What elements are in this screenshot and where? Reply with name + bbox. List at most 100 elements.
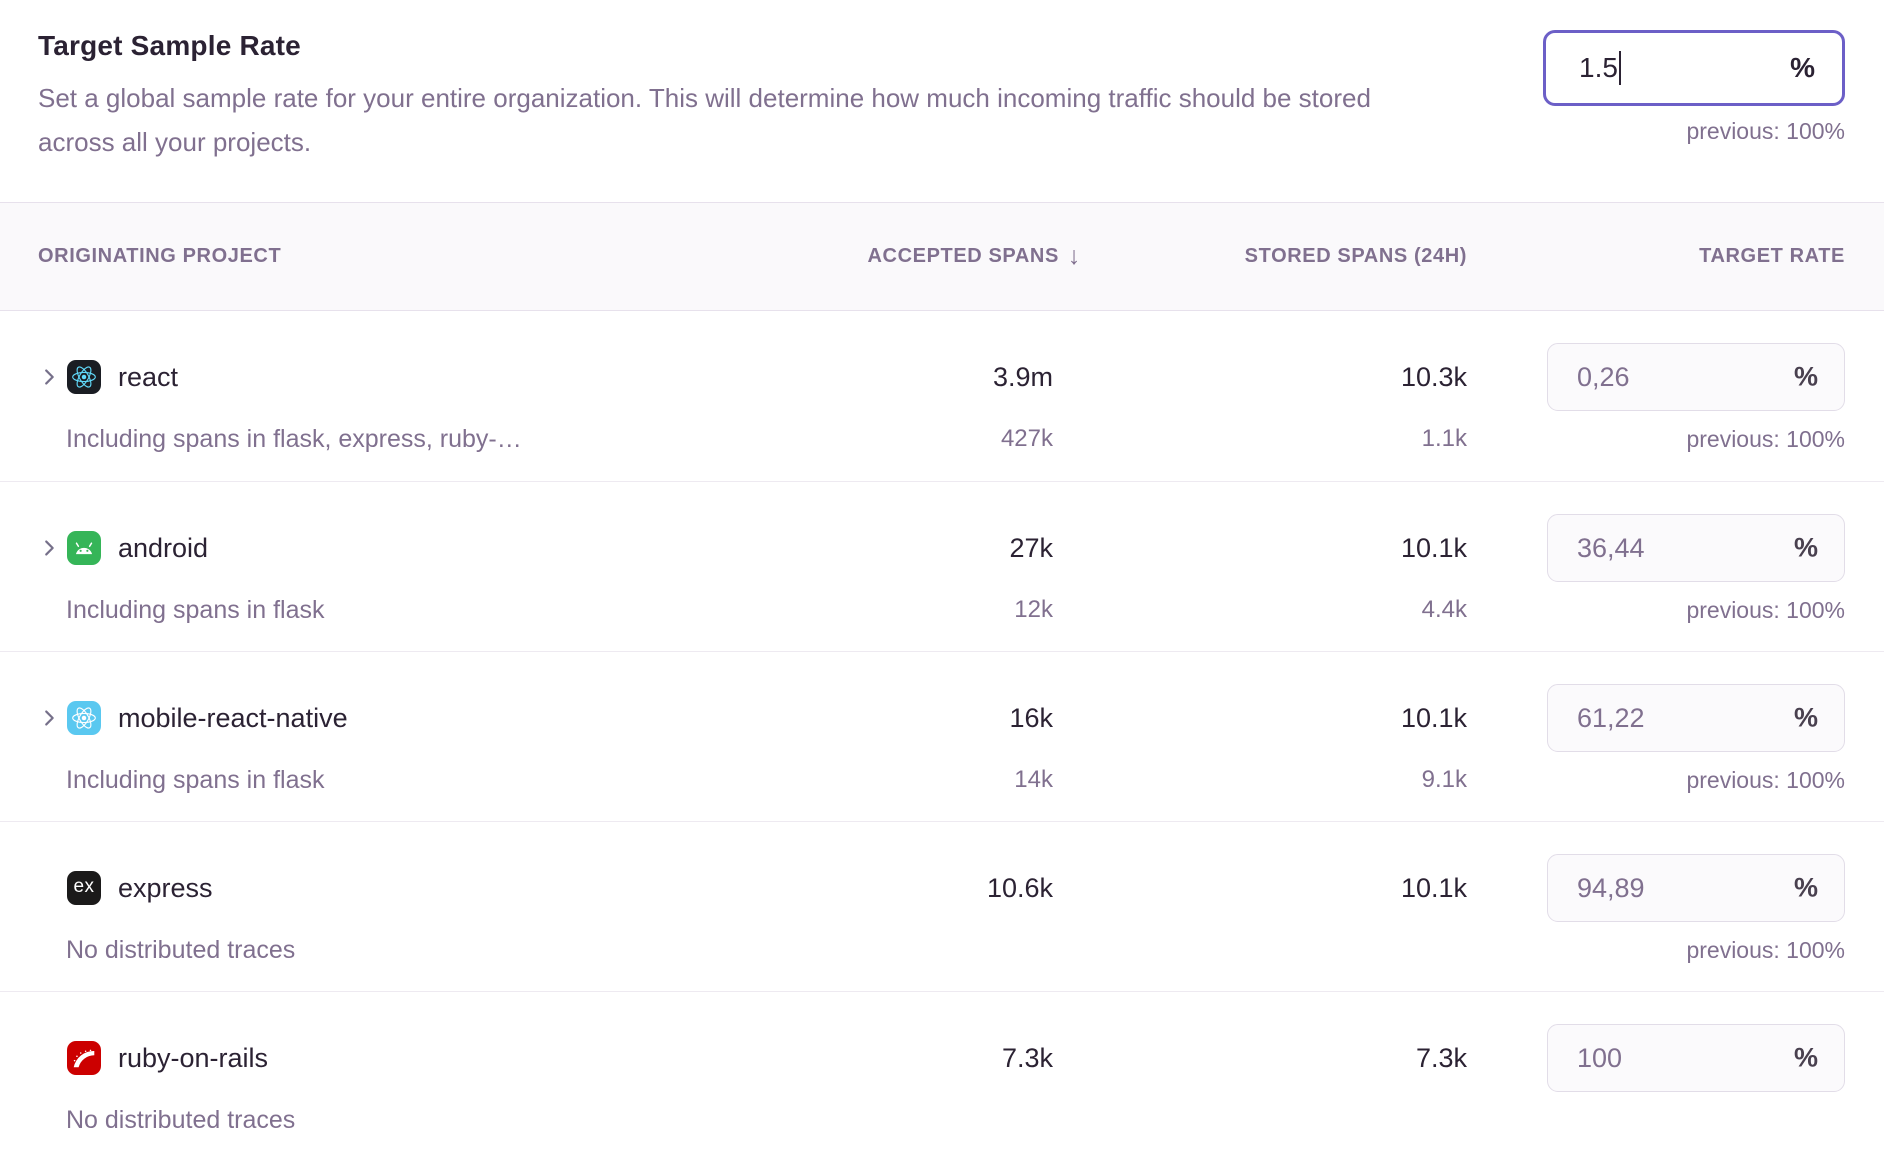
project-subtitle: No distributed traces	[66, 935, 296, 964]
target-rate-input-wrap: %	[1547, 1024, 1845, 1092]
table-row-mobile-react-native: mobile-react-native Including spans in f…	[0, 651, 1884, 821]
project-subtitle: Including spans in flask, express, ruby-…	[66, 424, 522, 453]
global-rate-block: 1.5 % previous: 100%	[1543, 30, 1845, 145]
target-rate-input-wrap: %	[1547, 514, 1845, 582]
column-header-stored-spans: STORED SPANS (24H)	[1244, 245, 1467, 267]
project-subtitle: No distributed traces	[66, 1105, 296, 1134]
accepted-spans-value: 27k	[1009, 532, 1053, 563]
accepted-spans-subvalue: 14k	[1014, 766, 1053, 793]
previous-rate: previous: 100%	[1686, 425, 1845, 452]
global-sample-rate-input[interactable]: 1.5 %	[1543, 30, 1845, 106]
sort-descending-icon: ↓	[1067, 242, 1081, 270]
previous-rate: previous: 100%	[1686, 936, 1845, 963]
column-header-originating-project: ORIGINATING PROJECT	[38, 245, 282, 267]
target-rate-input-wrap: %	[1547, 343, 1845, 411]
stored-spans-value: 10.1k	[1400, 872, 1467, 903]
stored-spans-subvalue: 1.1k	[1421, 425, 1467, 452]
project-cell: android Including spans in flask	[38, 482, 753, 651]
target-rate-input[interactable]	[1547, 514, 1845, 582]
stored-spans-cell: 10.1k 4.4k	[1053, 482, 1467, 651]
project-cell: ruby-on-rails No distributed traces	[38, 992, 753, 1161]
header-text-block: Target Sample Rate Set a global sample r…	[38, 30, 1428, 164]
table-row-ruby-on-rails: ruby-on-rails No distributed traces 7.3k…	[0, 991, 1884, 1161]
accepted-spans-subvalue	[753, 930, 1053, 970]
project-cell: mobile-react-native Including spans in f…	[38, 652, 753, 821]
stored-spans-value: 10.1k	[1400, 532, 1467, 563]
percent-suffix: %	[1793, 532, 1818, 563]
accepted-spans-cell: 27k 12k	[753, 482, 1053, 651]
rails-icon	[67, 1041, 101, 1075]
target-rate-input-wrap: %	[1547, 684, 1845, 752]
page-description: Set a global sample rate for your entire…	[38, 83, 1371, 157]
project-name: react	[118, 361, 179, 392]
percent-suffix: %	[1793, 361, 1818, 392]
project-cell: react Including spans in flask, express,…	[38, 311, 753, 481]
column-header-accepted-spans[interactable]: ACCEPTED SPANS ↓	[753, 242, 1081, 271]
android-icon	[67, 531, 101, 565]
target-rate-cell: % previous: 100%	[1467, 311, 1845, 481]
express-icon: ex	[67, 871, 101, 905]
stored-spans-value: 7.3k	[1415, 1042, 1467, 1073]
expand-chevron-icon[interactable]	[38, 537, 67, 559]
table-row-react: react Including spans in flask, express,…	[0, 311, 1884, 481]
stored-spans-cell: 10.1k 9.1k	[1053, 652, 1467, 821]
stored-spans-value: 10.3k	[1400, 361, 1467, 392]
react-icon	[67, 360, 101, 394]
project-subtitle: Including spans in flask	[66, 595, 325, 624]
expand-chevron-icon[interactable]	[38, 366, 67, 388]
previous-rate	[1467, 1100, 1845, 1140]
stored-spans-value: 10.1k	[1400, 702, 1467, 733]
previous-rate: previous: 100%	[1686, 596, 1845, 623]
target-rate-cell: % previous: 100%	[1467, 482, 1845, 651]
percent-suffix: %	[1793, 702, 1818, 733]
project-name: express	[118, 872, 213, 903]
project-name: mobile-react-native	[118, 702, 348, 733]
stored-spans-subvalue	[1053, 1100, 1467, 1140]
accepted-spans-subvalue: 12k	[1014, 596, 1053, 623]
target-sample-rate-section: Target Sample Rate Set a global sample r…	[0, 0, 1884, 202]
previous-rate: previous: 100%	[1686, 766, 1845, 793]
project-cell: ex express No distributed traces	[38, 822, 753, 991]
target-rate-input-wrap: %	[1547, 854, 1845, 922]
table-header-row: ORIGINATING PROJECT ACCEPTED SPANS ↓ STO…	[0, 202, 1884, 311]
accepted-spans-cell: 16k 14k	[753, 652, 1053, 821]
percent-suffix: %	[1793, 872, 1818, 903]
accepted-spans-value: 7.3k	[1001, 1042, 1053, 1073]
target-rate-input[interactable]	[1547, 343, 1845, 411]
table-row-express: ex express No distributed traces 10.6k 1…	[0, 821, 1884, 991]
target-rate-cell: % previous: 100%	[1467, 652, 1845, 821]
stored-spans-subvalue: 4.4k	[1421, 596, 1467, 623]
project-name: android	[118, 532, 209, 563]
stored-spans-cell: 10.3k 1.1k	[1053, 311, 1467, 481]
accepted-spans-cell: 10.6k	[753, 822, 1053, 991]
stored-spans-cell: 7.3k	[1053, 992, 1467, 1161]
table-row-android: android Including spans in flask 27k 12k…	[0, 481, 1884, 651]
target-rate-cell: % previous: 100%	[1467, 822, 1845, 991]
accepted-spans-cell: 3.9m 427k	[753, 311, 1053, 481]
target-rate-input[interactable]	[1547, 1024, 1845, 1092]
page-title: Target Sample Rate	[38, 30, 301, 61]
global-previous-rate: previous: 100%	[1686, 118, 1845, 144]
column-header-target-rate: TARGET RATE	[1699, 245, 1845, 267]
accepted-spans-value: 10.6k	[986, 872, 1053, 903]
accepted-spans-subvalue	[753, 1100, 1053, 1140]
stored-spans-cell: 10.1k	[1053, 822, 1467, 991]
stored-spans-subvalue	[1053, 930, 1467, 970]
accepted-spans-value: 16k	[1009, 702, 1053, 733]
target-rate-cell: %	[1467, 992, 1845, 1161]
react-native-icon	[67, 701, 101, 735]
accepted-spans-value: 3.9m	[992, 361, 1053, 392]
accepted-spans-label: ACCEPTED SPANS	[867, 245, 1059, 267]
accepted-spans-subvalue: 427k	[1000, 425, 1053, 452]
target-rate-input[interactable]	[1547, 854, 1845, 922]
percent-suffix: %	[1790, 52, 1815, 83]
project-name: ruby-on-rails	[118, 1042, 269, 1073]
project-subtitle: Including spans in flask	[66, 765, 325, 794]
target-rate-input[interactable]	[1547, 684, 1845, 752]
expand-chevron-icon[interactable]	[38, 707, 67, 729]
text-caret	[1618, 51, 1621, 85]
percent-suffix: %	[1793, 1042, 1818, 1073]
stored-spans-subvalue: 9.1k	[1421, 766, 1467, 793]
global-rate-value: 1.5	[1579, 52, 1618, 83]
accepted-spans-cell: 7.3k	[753, 992, 1053, 1161]
